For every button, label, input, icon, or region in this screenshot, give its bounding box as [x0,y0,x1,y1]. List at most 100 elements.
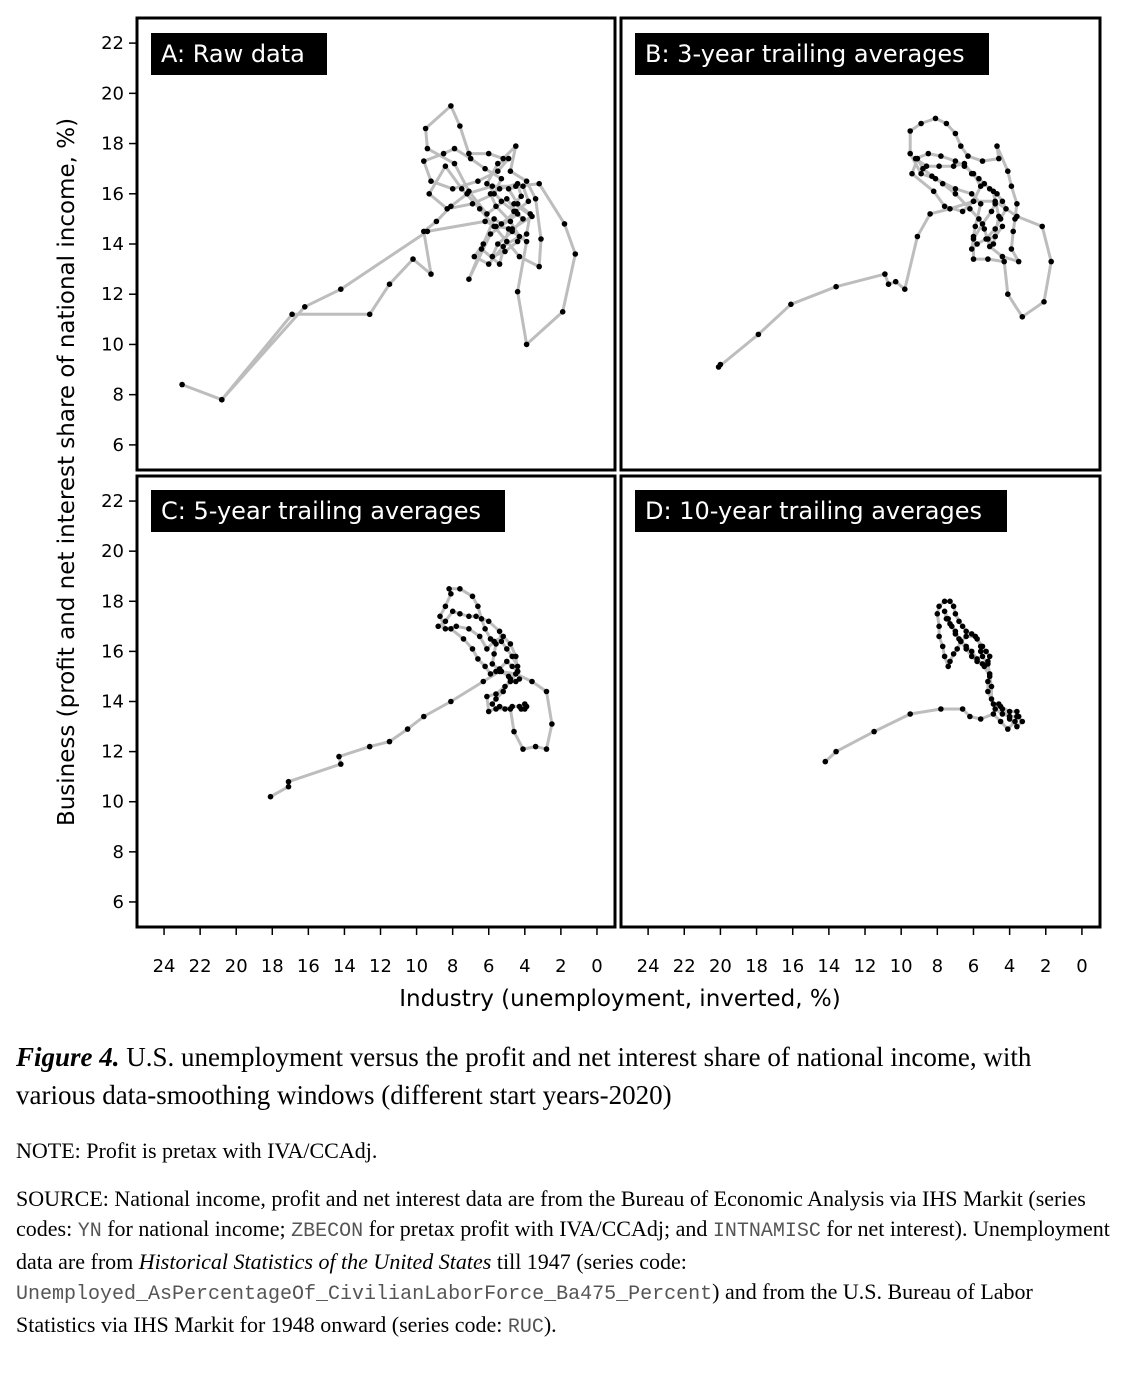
source-text-6: ) and from the U.S. Bureau of Labor Stat… [16,1279,1033,1337]
data-point [449,608,456,615]
data-point [958,638,964,645]
data-point [994,143,1000,149]
note: NOTE: Profit is pretax with IVA/CCAdj. [16,1138,378,1163]
source-text-4: for net interest). Unemployment data are… [16,1216,1110,1274]
data-point [974,241,980,247]
data-point [543,688,550,695]
data-point [489,253,496,260]
data-point [871,728,877,735]
data-point [502,248,508,255]
data-point [491,216,497,222]
data-point [482,626,488,632]
data-point [1014,708,1020,715]
data-point [518,706,524,712]
data-point [442,626,449,632]
data-point [985,256,991,262]
data-point [985,236,991,242]
y-tick-label: 10 [101,792,124,813]
data-point [485,261,492,267]
y-tick-label: 20 [101,83,124,104]
data-point [289,311,295,318]
data-point [938,153,944,159]
y-tick-label: 22 [101,491,124,512]
data-point [941,653,948,660]
data-point [516,676,523,682]
data-point [970,236,977,242]
data-point [520,746,526,752]
data-point [498,638,505,645]
data-point [504,658,510,665]
data-point [561,221,568,227]
data-point [965,153,971,159]
data-point [1005,168,1011,174]
data-point [988,208,995,215]
data-point [446,586,452,592]
data-point [1006,716,1013,722]
data-point [882,271,888,277]
data-point [977,716,984,722]
data-point [453,623,460,630]
data-point [469,201,476,207]
data-point [179,381,185,388]
data-point [941,598,948,605]
data-point [949,623,955,630]
data-point [410,256,416,262]
data-point [952,631,959,637]
data-point [457,611,463,617]
x-tick-label: 10 [405,956,428,977]
data-point [466,188,472,195]
data-point [478,246,485,252]
data-point [424,145,431,152]
data-point [487,636,494,642]
x-tick-label: 4 [519,956,530,977]
data-point [833,748,839,755]
y-tick-label: 14 [101,692,124,713]
data-point [972,223,979,230]
data-point [1014,201,1020,207]
data-point [532,743,539,750]
data-point [755,331,762,338]
data-point [516,253,523,260]
data-point [504,238,510,245]
data-point [498,198,505,205]
data-point [996,155,1002,162]
data-point [988,683,995,690]
data-point [999,711,1006,717]
data-point [491,651,497,657]
data-point [433,218,440,225]
data-point [952,130,959,137]
data-point [1039,223,1045,230]
data-point [941,608,948,615]
data-point [909,170,915,177]
series-code-unemployed: Unemployed_AsPercentageOf_CivilianLaborF… [16,1283,713,1306]
data-point [572,251,579,257]
y-tick-label: 8 [113,842,124,863]
data-point [493,691,499,697]
data-point [523,703,530,710]
data-point [493,223,499,230]
data-point [907,150,913,157]
data-point [990,188,997,195]
data-point [992,706,998,712]
data-point [435,623,442,630]
data-point [981,180,988,187]
x-tick-label: 14 [817,956,840,977]
x-tick-label: 20 [225,956,248,977]
panel-label-box [635,490,1007,532]
data-point [974,658,980,665]
data-point [999,223,1006,230]
data-point [950,603,957,610]
data-point [961,160,968,167]
x-tick-label: 8 [932,956,943,977]
y-tick-label: 14 [101,234,124,255]
data-point [514,180,521,187]
data-point [936,163,942,169]
data-point [963,633,969,640]
data-point [507,168,514,174]
data-point [489,661,496,667]
data-point [970,256,977,262]
data-point [992,233,998,240]
data-point [504,646,510,652]
data-point [495,160,501,167]
data-point [514,663,521,670]
